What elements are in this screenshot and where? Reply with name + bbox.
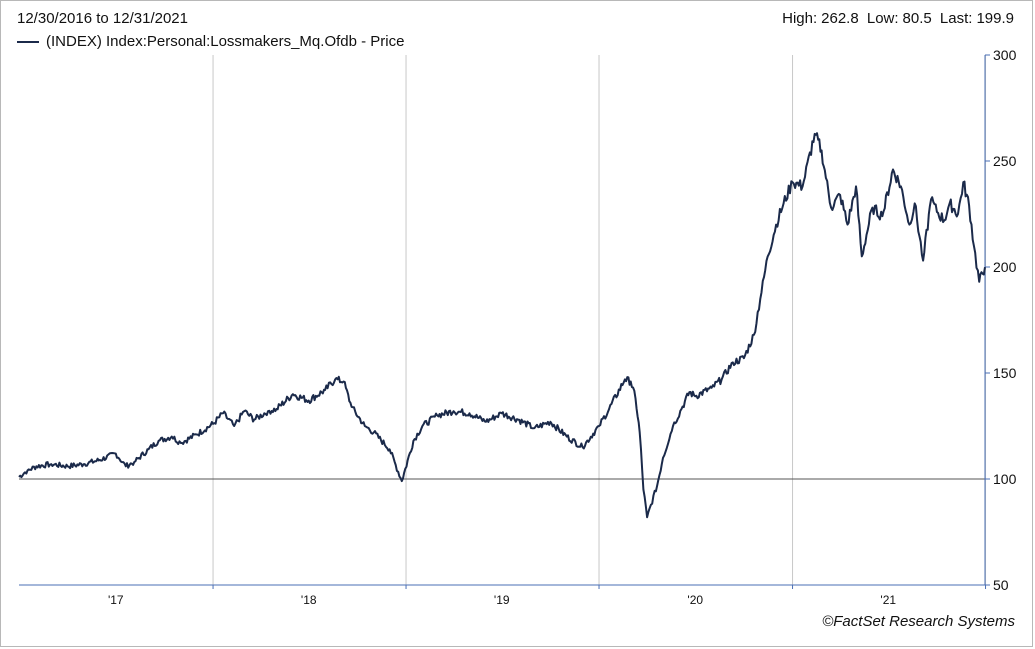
- source-credit: ©FactSet Research Systems: [822, 613, 1015, 630]
- y-tick-label: 150: [993, 365, 1017, 381]
- legend-series-name: (INDEX) Index:Personal:Lossmakers_Mq.Ofd…: [46, 33, 405, 50]
- x-tick-label: '19: [494, 593, 510, 607]
- high-value: 262.8: [821, 10, 859, 27]
- high-label: High:: [782, 10, 818, 27]
- y-tick-label: 250: [993, 153, 1017, 169]
- y-tick-label: 300: [993, 47, 1017, 63]
- low-value: 80.5: [902, 10, 932, 27]
- legend-line-swatch: [17, 40, 39, 43]
- price-stats: High: 262.8 Low: 80.5 Last: 199.9: [778, 10, 1014, 27]
- legend: (INDEX) Index:Personal:Lossmakers_Mq.Ofd…: [17, 33, 404, 50]
- x-tick-label: '18: [301, 593, 317, 607]
- low-label: Low:: [866, 10, 899, 27]
- axis-layer: 50 100 150 200 250 300 '17 '18 '19 '20 '21: [19, 47, 1017, 607]
- y-tick-label: 50: [993, 577, 1009, 593]
- y-tick-label: 200: [993, 259, 1017, 275]
- last-value: 199.9: [976, 10, 1014, 27]
- last-label: Last:: [939, 10, 973, 27]
- y-tick-label: 100: [993, 471, 1017, 487]
- series-line: [18, 132, 986, 519]
- x-tick-label: '21: [880, 593, 896, 607]
- x-tick-label: '20: [687, 593, 703, 607]
- grid-layer: [19, 55, 987, 585]
- x-tick-label: '17: [108, 593, 124, 607]
- date-range-label: 12/30/2016 to 12/31/2021: [17, 10, 188, 27]
- series-layer: [18, 132, 986, 519]
